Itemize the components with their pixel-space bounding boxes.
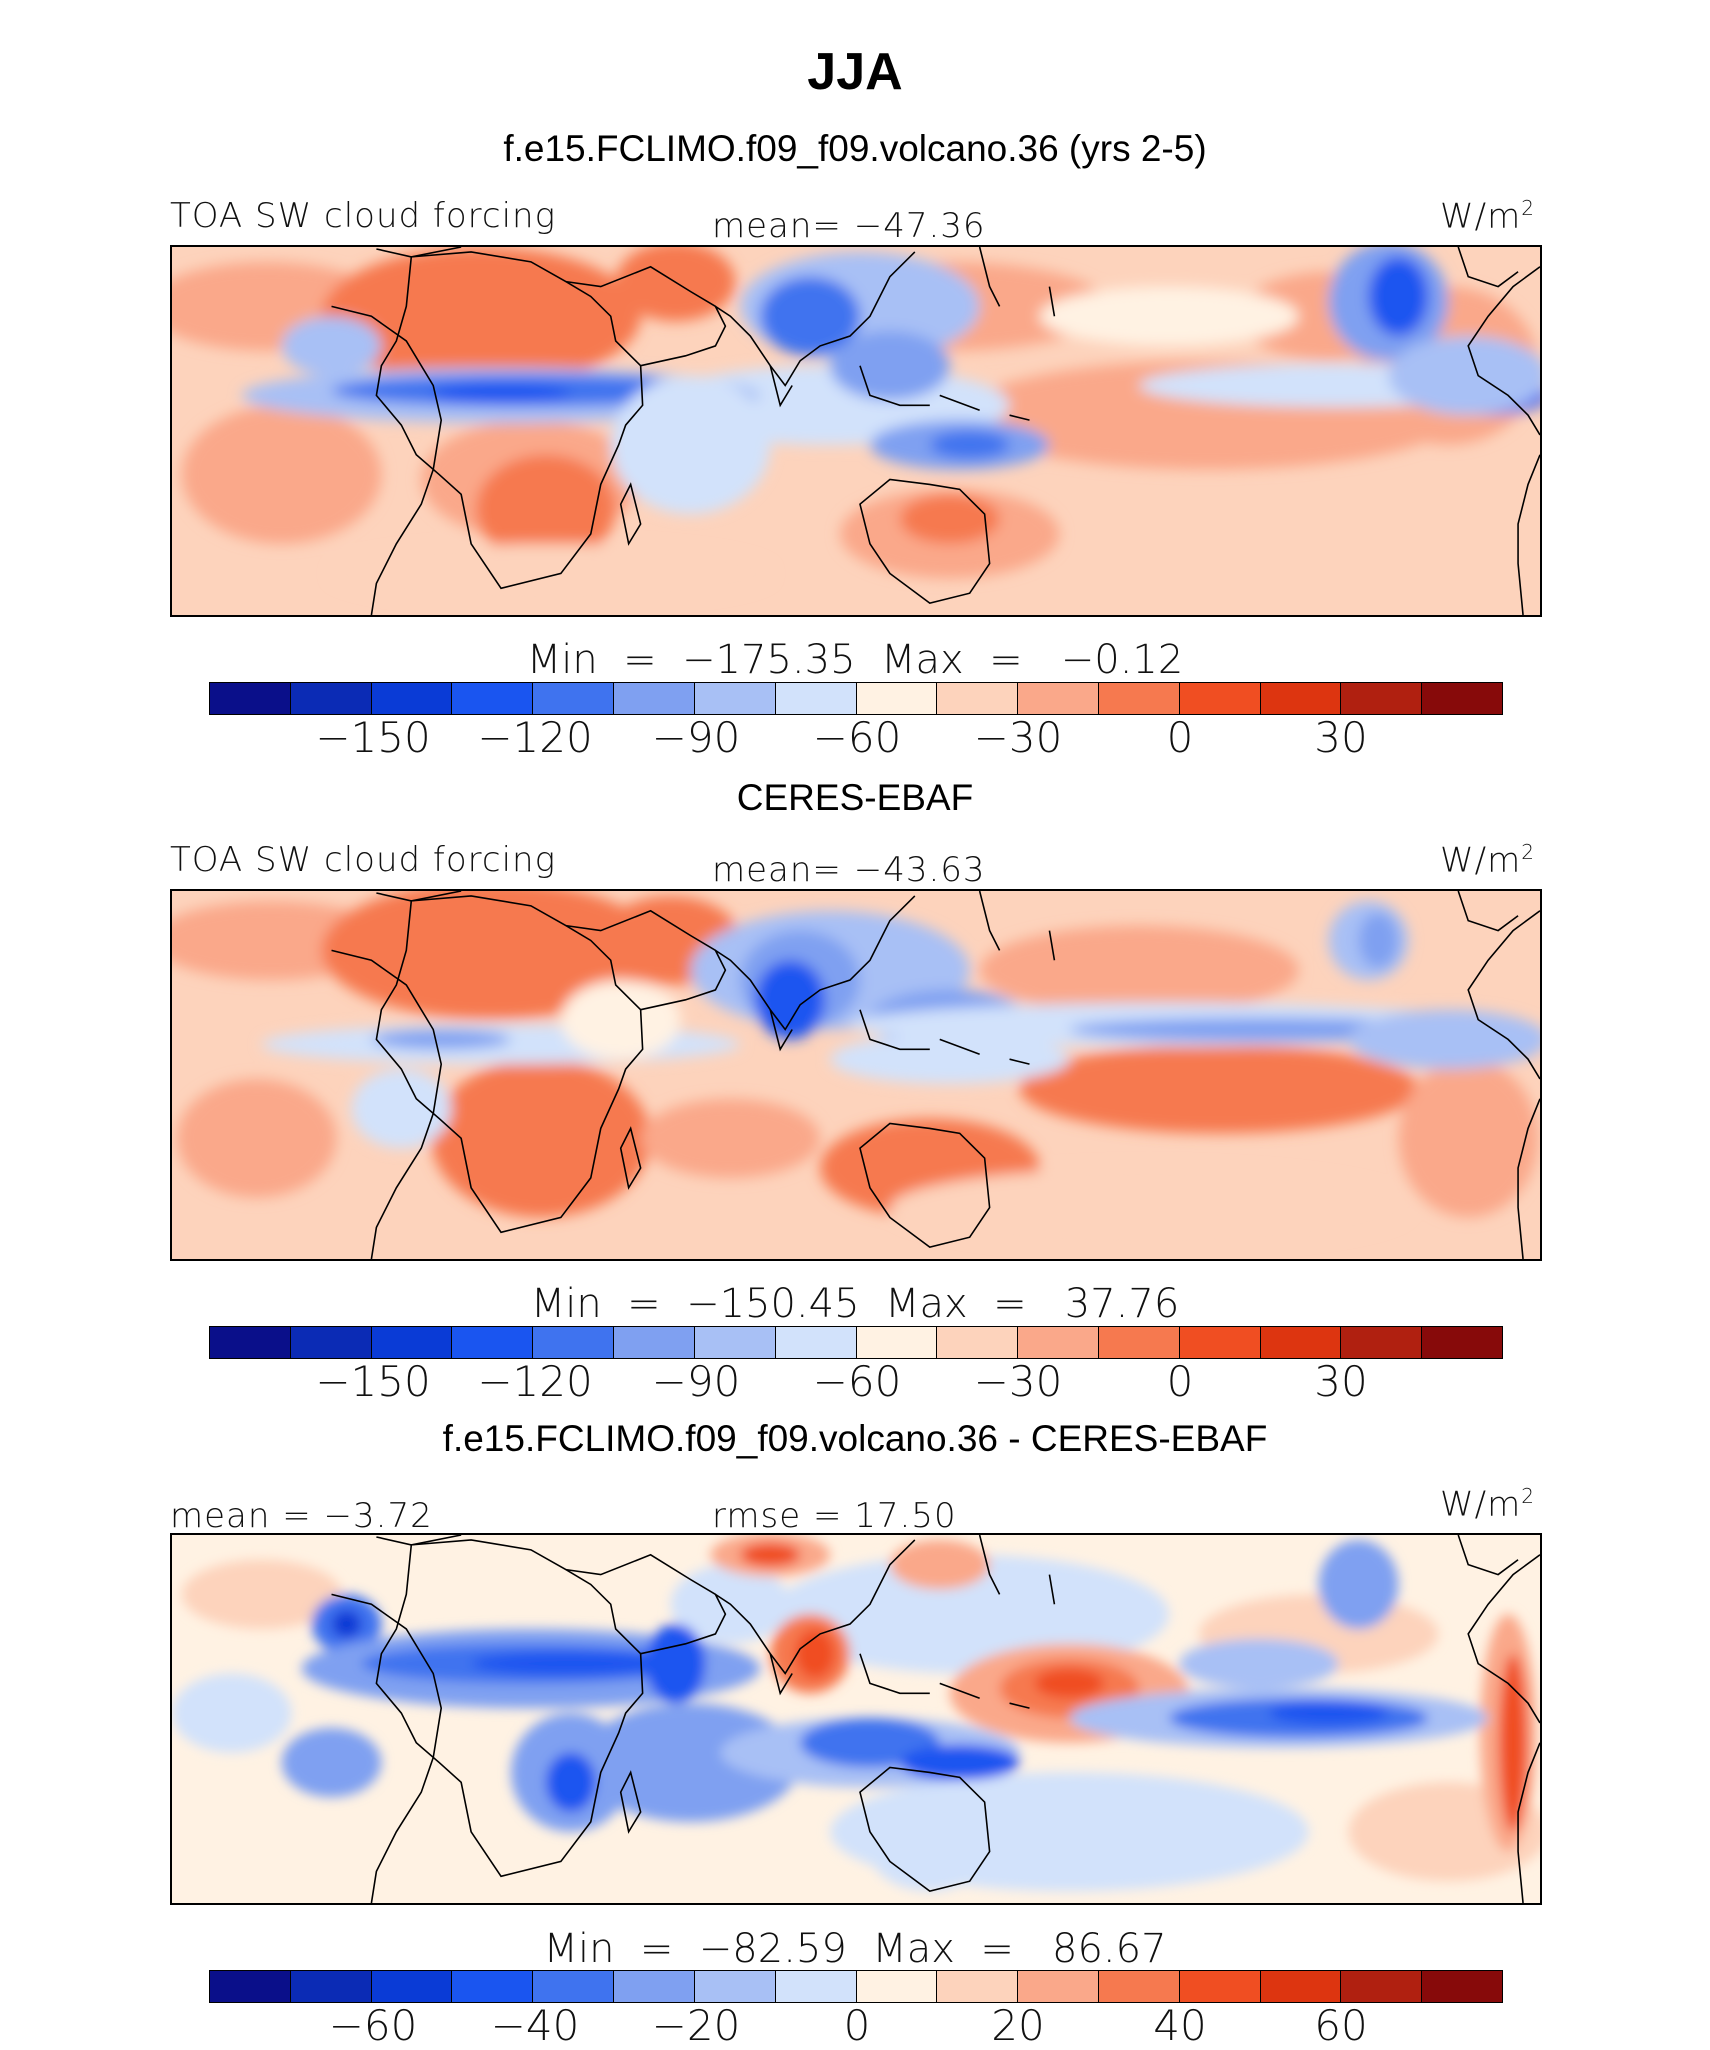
panel-1-tick: 0 xyxy=(1166,713,1194,762)
panel-2-map xyxy=(170,889,1542,1261)
colorbar-swatch xyxy=(1018,1327,1099,1358)
panel-2-title: CERES-EBAF xyxy=(736,777,974,818)
colorbar-swatch xyxy=(856,1971,938,2002)
panel-3-tick: −60 xyxy=(328,2001,418,2050)
panel-2-minmax: Min = −150.45 Max = 37.76 xyxy=(530,1281,1180,1327)
panel-3-title: f.e15.FCLIMO.f09_f09.volcano.36 - CERES-… xyxy=(442,1418,1268,1459)
colorbar-swatch xyxy=(694,683,776,714)
colorbar-swatch xyxy=(533,683,615,714)
colorbar-swatch xyxy=(371,1327,453,1358)
panel-3-map xyxy=(170,1533,1542,1905)
colorbar-swatch xyxy=(1341,1327,1423,1358)
figure-title: JJA xyxy=(807,43,903,101)
panel-1-tick: −30 xyxy=(973,713,1063,762)
colorbar-swatch xyxy=(1260,1327,1342,1358)
panel-1-tick: 30 xyxy=(1314,713,1368,762)
panel-1-title: f.e15.FCLIMO.f09_f09.volcano.36 (yrs 2-5… xyxy=(503,128,1207,169)
colorbar-swatch xyxy=(1098,1971,1180,2002)
panel-2-tick: −30 xyxy=(973,1357,1063,1406)
colorbar-swatch xyxy=(210,1971,291,2002)
panel-2-variable-label: TOA SW cloud forcing xyxy=(170,840,556,880)
panel-3-tick: 0 xyxy=(843,2001,871,2050)
colorbar-swatch xyxy=(614,1327,695,1358)
panel-1-tick: −60 xyxy=(812,713,902,762)
colorbar-swatch xyxy=(856,1327,938,1358)
panel-3-tick: 20 xyxy=(991,2001,1045,2050)
colorbar-swatch xyxy=(533,1327,615,1358)
colorbar-swatch xyxy=(1018,1971,1099,2002)
panel-2-tick: −60 xyxy=(812,1357,902,1406)
colorbar-swatch xyxy=(1260,683,1342,714)
colorbar-swatch xyxy=(1422,1971,1502,2002)
colorbar-swatch xyxy=(452,1971,534,2002)
colorbar-swatch xyxy=(775,1971,857,2002)
colorbar-swatch xyxy=(210,1327,291,1358)
colorbar-swatch xyxy=(371,683,453,714)
colorbar-swatch xyxy=(371,1971,453,2002)
panel-2-tick: −90 xyxy=(651,1357,741,1406)
panel-3-colorbar xyxy=(209,1970,1503,2003)
panel-2-tick: −120 xyxy=(477,1357,593,1406)
colorbar-swatch xyxy=(694,1327,776,1358)
panel-3-tick: −20 xyxy=(651,2001,741,2050)
colorbar-swatch xyxy=(1260,1971,1342,2002)
panel-2-colorbar xyxy=(209,1326,1503,1359)
panel-1-variable-label: TOA SW cloud forcing xyxy=(170,196,556,236)
colorbar-swatch xyxy=(614,683,695,714)
colorbar-swatch xyxy=(937,1971,1019,2002)
panel-2-mean-label: mean= −43.63 xyxy=(712,850,986,890)
panel-3-units-label: W/m2 xyxy=(1440,1484,1535,1525)
panel-2-tick: 0 xyxy=(1166,1357,1194,1406)
colorbar-swatch xyxy=(452,1327,534,1358)
panel-1-tick: −150 xyxy=(315,713,431,762)
panel-1-map xyxy=(170,245,1542,617)
colorbar-swatch xyxy=(1179,1971,1261,2002)
colorbar-swatch xyxy=(290,1971,372,2002)
panel-1-minmax: Min = −175.35 Max = −0.12 xyxy=(526,637,1184,683)
panel-3-tick: −40 xyxy=(490,2001,580,2050)
panel-3-mean-label: mean = −3.72 xyxy=(170,1496,433,1536)
colorbar-swatch xyxy=(1018,683,1099,714)
panel-3-rmse-label: rmse = 17.50 xyxy=(712,1496,957,1536)
panel-3-tick: 60 xyxy=(1314,2001,1368,2050)
colorbar-swatch xyxy=(694,1971,776,2002)
panel-1-tick: −120 xyxy=(477,713,593,762)
colorbar-swatch xyxy=(614,1971,695,2002)
panel-2-tick: −150 xyxy=(315,1357,431,1406)
panel-3-tick: 40 xyxy=(1153,2001,1207,2050)
colorbar-swatch xyxy=(533,1971,615,2002)
colorbar-swatch xyxy=(452,683,534,714)
colorbar-swatch xyxy=(290,683,372,714)
panel-1-mean-label: mean= −47.36 xyxy=(712,206,986,246)
panel-2-units-label: W/m2 xyxy=(1440,840,1535,881)
colorbar-swatch xyxy=(1179,683,1261,714)
colorbar-swatch xyxy=(1098,1327,1180,1358)
colorbar-swatch xyxy=(290,1327,372,1358)
colorbar-swatch xyxy=(1341,1971,1423,2002)
colorbar-swatch xyxy=(775,1327,857,1358)
panel-1-tick: −90 xyxy=(651,713,741,762)
colorbar-swatch xyxy=(937,1327,1019,1358)
panel-2-tick: 30 xyxy=(1314,1357,1368,1406)
colorbar-swatch xyxy=(1098,683,1180,714)
colorbar-swatch xyxy=(856,683,938,714)
panel-1-colorbar xyxy=(209,682,1503,715)
colorbar-swatch xyxy=(937,683,1019,714)
colorbar-swatch xyxy=(1179,1327,1261,1358)
colorbar-swatch xyxy=(1341,683,1423,714)
colorbar-swatch xyxy=(210,683,291,714)
panel-3-minmax: Min = −82.59 Max = 86.67 xyxy=(543,1926,1167,1972)
colorbar-swatch xyxy=(1422,683,1502,714)
colorbar-swatch xyxy=(1422,1327,1502,1358)
colorbar-swatch xyxy=(775,683,857,714)
panel-1-units-label: W/m2 xyxy=(1440,196,1535,237)
